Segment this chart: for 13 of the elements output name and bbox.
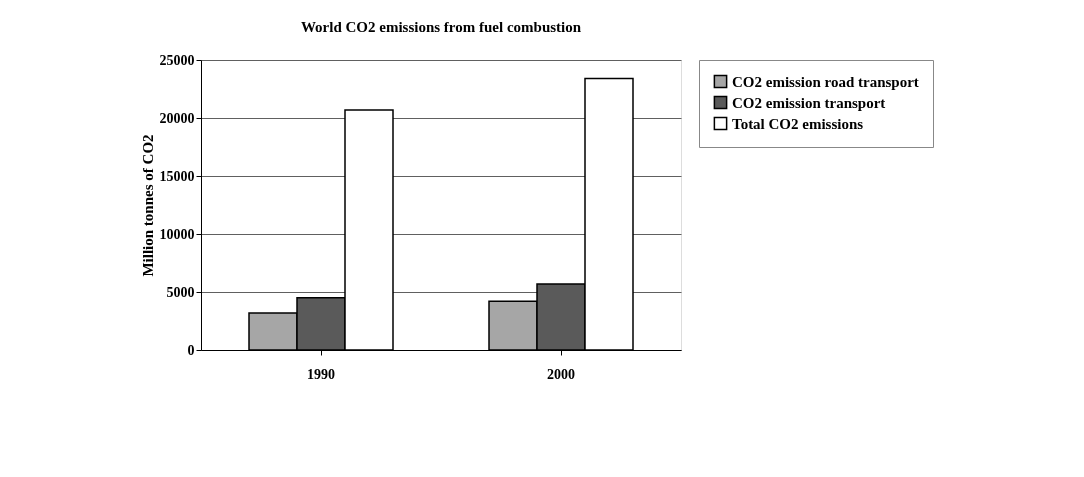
x-tick-label: 2000 <box>547 366 575 382</box>
y-tick-label: 15000 <box>159 168 195 184</box>
legend-label: Total CO2 emissions <box>732 115 864 132</box>
legend-label: CO2 emission transport <box>732 94 886 111</box>
legend-label: CO2 emission road transport <box>732 73 919 90</box>
y-tick-label: 0 <box>187 342 195 358</box>
y-tick-label: 10000 <box>159 226 195 242</box>
y-tick-label: 25000 <box>159 52 195 68</box>
x-tick-label: 1990 <box>307 366 335 382</box>
chart-title: World CO2 emissions from fuel combustion <box>300 19 582 35</box>
y-axis-title: Million tonnes of CO2 <box>139 134 156 277</box>
y-tick-label: 5000 <box>166 284 195 300</box>
y-tick-label: 20000 <box>159 110 195 126</box>
